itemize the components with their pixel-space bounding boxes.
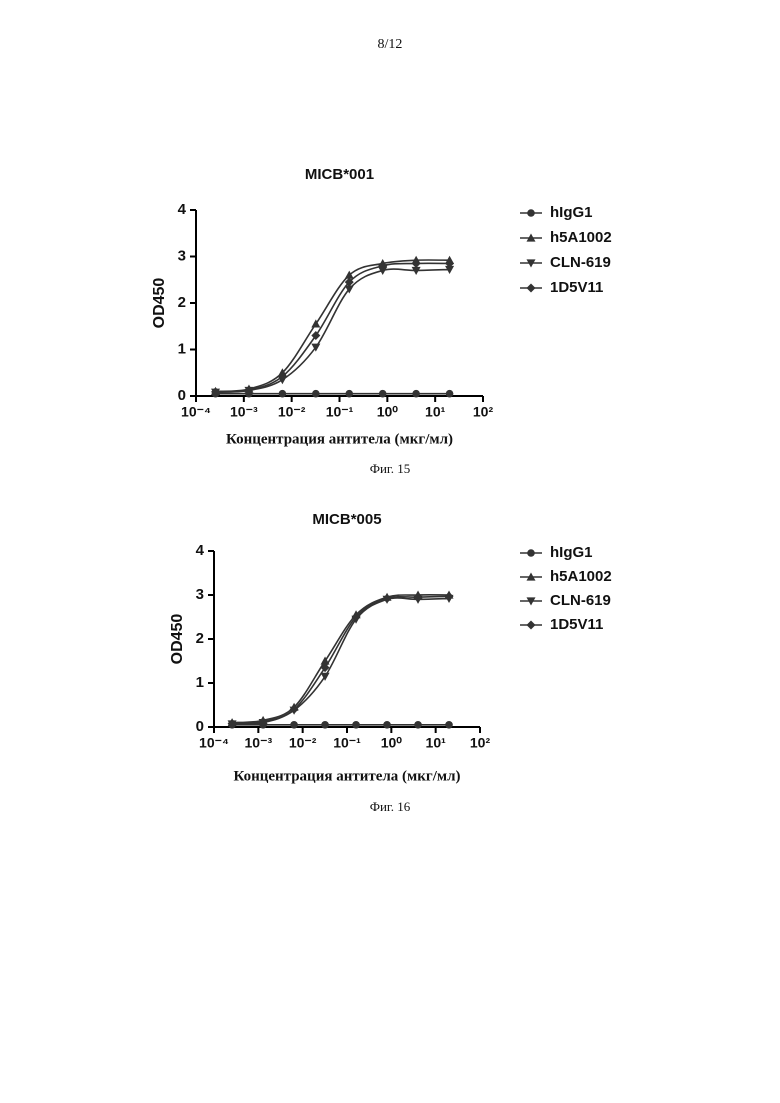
legend-marker bbox=[527, 209, 535, 217]
marker bbox=[290, 721, 298, 729]
x-tick-label: 10¹ bbox=[426, 735, 447, 751]
x-tick-label: 10⁰ bbox=[377, 404, 399, 420]
marker bbox=[383, 721, 391, 729]
legend-label: 1D5V11 bbox=[550, 616, 603, 633]
series-line bbox=[216, 260, 450, 391]
y-tick-label: 1 bbox=[178, 340, 186, 357]
legend-label: hIgG1 bbox=[550, 204, 593, 221]
marker bbox=[352, 721, 360, 729]
x-axis-label: Концентрация антитела (мкг/мл) bbox=[226, 431, 453, 447]
series-line bbox=[232, 595, 449, 723]
x-tick-label: 10⁰ bbox=[381, 735, 403, 751]
y-tick-label: 0 bbox=[196, 718, 204, 735]
marker bbox=[312, 390, 320, 398]
series-line bbox=[216, 269, 450, 392]
x-tick-label: 10⁻¹ bbox=[333, 735, 361, 751]
marker bbox=[414, 593, 423, 602]
page-number: 8/12 bbox=[378, 37, 403, 52]
marker bbox=[445, 592, 454, 601]
figure-caption: Фиг. 15 bbox=[370, 461, 411, 476]
marker bbox=[321, 721, 329, 729]
x-tick-label: 10⁻² bbox=[278, 404, 306, 420]
chart-title: MICB*005 bbox=[312, 511, 381, 528]
marker bbox=[311, 319, 320, 327]
marker bbox=[414, 721, 422, 729]
y-tick-label: 2 bbox=[178, 294, 186, 311]
marker bbox=[279, 390, 287, 398]
series-line bbox=[216, 263, 450, 392]
x-tick-label: 10⁻² bbox=[289, 735, 317, 751]
marker bbox=[446, 390, 454, 398]
marker bbox=[445, 721, 453, 729]
marker bbox=[345, 390, 353, 398]
legend-label: hIgG1 bbox=[550, 544, 593, 561]
x-tick-label: 10¹ bbox=[425, 404, 446, 420]
figure-caption: Фиг. 16 bbox=[370, 799, 411, 814]
x-tick-label: 10⁻⁴ bbox=[199, 735, 229, 751]
legend-label: 1D5V11 bbox=[550, 279, 603, 296]
legend-marker bbox=[527, 621, 536, 630]
y-tick-label: 4 bbox=[178, 201, 187, 218]
marker bbox=[379, 390, 387, 398]
y-axis-label: OD450 bbox=[169, 614, 186, 665]
x-tick-label: 10⁻³ bbox=[245, 735, 273, 751]
legend-label: h5A1002 bbox=[550, 229, 612, 246]
y-tick-label: 2 bbox=[196, 630, 204, 647]
page: 8/12 MICB*001 Концентрация антитела (мкг/… bbox=[0, 0, 780, 1103]
legend-label: CLN-619 bbox=[550, 254, 611, 271]
x-tick-label: 10⁻⁴ bbox=[181, 404, 211, 420]
x-tick-label: 10⁻³ bbox=[230, 404, 258, 420]
y-tick-label: 4 bbox=[196, 542, 205, 559]
y-tick-label: 3 bbox=[196, 586, 204, 603]
y-axis-label: OD450 bbox=[151, 278, 168, 329]
legend-marker bbox=[527, 549, 535, 557]
series-line bbox=[232, 596, 449, 723]
x-tick-label: 10² bbox=[473, 404, 494, 420]
marker bbox=[412, 390, 420, 398]
x-axis-label: Концентрация антитела (мкг/мл) bbox=[233, 768, 460, 784]
y-tick-label: 0 bbox=[178, 387, 186, 404]
x-tick-label: 10⁻¹ bbox=[326, 404, 354, 420]
chart-title: MICB*001 bbox=[305, 166, 374, 183]
legend-label: CLN-619 bbox=[550, 592, 611, 609]
y-tick-label: 1 bbox=[196, 674, 204, 691]
x-tick-label: 10² bbox=[470, 735, 491, 751]
series-line bbox=[232, 598, 449, 724]
marker bbox=[383, 594, 392, 603]
legend-label: h5A1002 bbox=[550, 568, 612, 585]
legend-marker bbox=[527, 284, 536, 293]
y-tick-label: 3 bbox=[178, 247, 186, 264]
